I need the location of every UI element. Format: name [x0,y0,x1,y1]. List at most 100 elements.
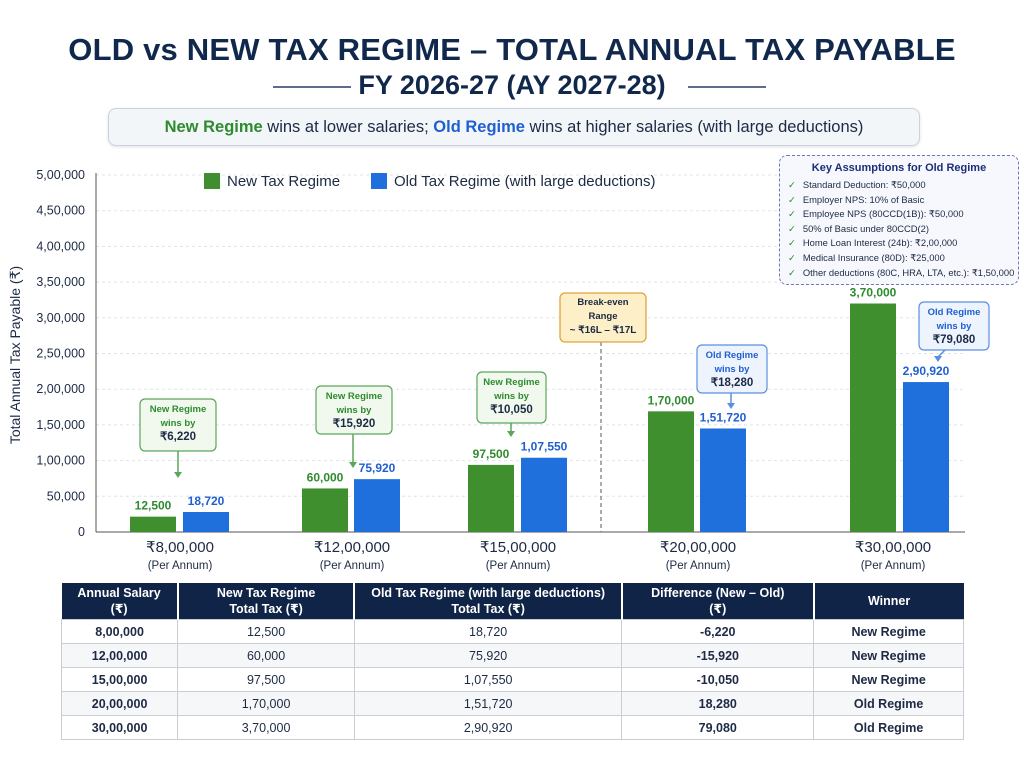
assumptions-list: ✓ Standard Deduction: ₹50,000 ✓ Employer NP… [788,178,1014,281]
check-icon: ✓ [788,251,796,263]
legend-label-old: Old Tax Regime (with large deductions) [394,173,656,190]
callout-text: ₹10,050 [490,404,533,416]
y-tick-label: 3,50,000 [36,275,85,289]
new-tax-cell: 3,70,000 [177,715,355,740]
subtitle: FY 2026-27 (AY 2027-28) [358,70,666,100]
assumption-text: Employee NPS (80CCD(1B)): ₹50,000 [802,208,964,220]
old-tax-cell: 1,07,550 [353,667,623,692]
summary-banner: New Regime wins at lower salaries; Old R… [108,108,920,146]
callout-text: wins by [714,364,751,375]
callout-text: wins by [493,391,530,402]
table-header-row: Annual Salary (₹) New Tax Regime Total Tax … [61,583,964,620]
y-tick-label: 2,00,000 [36,382,85,396]
table-row: 20,00,000 1,70,000 1,51,720 18,280 Old Regim… [60,691,964,716]
callout-arrow-head [349,462,357,468]
title-rule-left [273,86,351,88]
table-header-text: (₹) [709,602,727,616]
check-icon: ✓ [788,237,796,249]
bar-old-regime [903,382,949,532]
data-label-old: 18,720 [188,494,225,508]
old-tax-cell: 18,720 [353,619,623,644]
winner-cell: New Regime [813,619,964,644]
callout-old-wins [696,344,768,394]
table-header-text: Total Tax (₹) [451,602,525,616]
callout-text: ₹6,220 [160,431,196,443]
bar-new-regime [130,516,176,532]
data-label-old: 1,07,550 [521,440,568,454]
y-tick-label: 1,00,000 [36,454,85,468]
banner-text-1: wins at lower salaries; [262,117,434,136]
table-header-cell: Annual Salary (₹) [61,583,179,620]
callout-arrow-head [507,431,515,437]
check-icon: ✓ [788,222,796,234]
new-tax-cell: 97,500 [177,667,355,692]
salary-cell: 15,00,000 [60,667,179,692]
table-row: 12,00,000 60,000 75,920 -15,920 New Regime [60,643,964,668]
bar-old-regime [521,457,567,532]
data-label-new: 97,500 [473,447,510,461]
assumption-text: Medical Insurance (80D): ₹25,000 [802,251,945,263]
bar-old-regime [700,428,746,532]
legend-label-new: New Tax Regime [227,173,340,190]
x-tick-label: ₹8,00,000 [146,539,214,556]
bar-old-regime [183,512,229,532]
assumption-item: ✓ Employee NPS (80CCD(1B)): ₹50,000 [788,207,1010,222]
table-header-text: Annual Salary [77,586,161,600]
table-header-text: Total Tax (₹) [229,602,303,616]
break-even-text: ~ ₹16L – ₹17L [570,325,637,336]
assumption-item: ✓ Other deductions (80C, HRA, LTA, etc.):… [788,266,1014,281]
callout-text: wins by [160,418,197,429]
y-axis-label: Total Annual Tax Payable (₹) [7,266,23,444]
banner-new-regime: New Regime [164,117,263,136]
difference-cell: -15,920 [621,643,815,668]
callout-arrow-line [937,349,946,358]
data-label-old: 1,51,720 [700,410,747,424]
callout-arrow-head [174,472,182,478]
assumptions-box: Key Assumptions for Old Regime ✓ Standard… [779,155,1019,285]
table-body: 8,00,000 12,500 18,720 -6,220 New Regime 12,0… [60,619,964,740]
x-tick-label: ₹30,00,000 [855,539,931,556]
assumption-item: ✓ Employer NPS: 10% of Basic [788,193,1010,208]
data-label-new: 60,000 [307,470,344,484]
y-tick-label: 2,50,000 [36,347,85,361]
salary-cell: 30,00,000 [60,715,179,740]
callout-text: wins by [936,321,973,332]
old-tax-cell: 1,51,720 [353,691,623,716]
assumption-item: ✓ Standard Deduction: ₹50,000 [788,178,1010,193]
break-even-box [559,292,647,343]
y-tick-label: 5,00,000 [36,168,85,182]
winner-cell: Old Regime [813,691,964,716]
banner-old-regime: Old Regime [433,117,525,136]
callout-text: New Regime [150,404,207,415]
x-tick-sublabel: (Per Annum) [486,560,551,572]
y-tick-label: 4,50,000 [36,204,85,218]
assumptions-title: Key Assumptions for Old Regime [811,162,987,174]
table-header-cell: New Tax Regime Total Tax (₹) [177,583,356,620]
data-label-new: 3,70,000 [850,286,897,300]
callout-text: wins by [336,405,373,416]
winner-cell: New Regime [813,667,964,692]
x-tick-sublabel: (Per Annum) [320,560,385,572]
new-tax-cell: 60,000 [177,643,355,668]
bar-chart: 0 50,000 1,00,000 1,50,000 2,00,000 2,50,000 3… [7,168,990,572]
table-row: 8,00,000 12,500 18,720 -6,220 New Regime [60,619,964,644]
new-tax-cell: 1,70,000 [177,691,355,716]
main-title: OLD vs NEW TAX REGIME – TOTAL ANNUAL TAX… [68,32,956,67]
title-rule-right [688,86,766,88]
winner-cell: Old Regime [813,715,964,740]
old-tax-cell: 75,920 [353,643,623,668]
callout-text: Old Regime [928,307,981,318]
difference-cell: -6,220 [621,619,815,644]
banner-text-2: wins at higher salaries [524,117,693,136]
data-label-new: 1,70,000 [648,393,695,407]
y-tick-label: 0 [78,525,85,539]
difference-cell: 18,280 [621,691,815,716]
table-header-cell: Old Tax Regime (with large deductions) To… [354,583,623,620]
assumption-item: ✓ 50% of Basic under 80CCD(2) [788,222,1010,237]
salary-cell: 20,00,000 [60,691,179,716]
check-icon: ✓ [788,208,796,220]
data-label-old: 2,90,920 [903,364,950,378]
x-tick-sublabel: (Per Annum) [666,560,731,572]
y-tick-label: 1,50,000 [36,418,85,432]
callout-new-wins [315,385,393,435]
